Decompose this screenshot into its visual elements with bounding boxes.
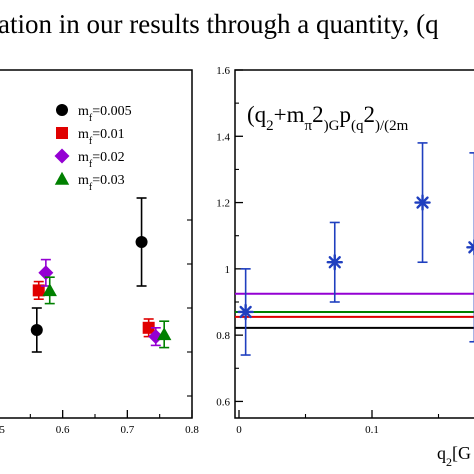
right-data-point [237,303,254,321]
left-data-point [156,327,172,341]
right-y-tick-label: 0.8 [216,330,230,342]
left-x-tick-label: 0.8 [185,424,199,436]
left-x-tick-label: 0.5 [0,424,5,436]
left-data-point [42,283,57,297]
legend-label: mf=0.03 [78,173,125,193]
left-data-point [142,321,155,334]
left-legend: mf=0.005 mf=0.01 mf=0.02 mf=0.03 [54,104,132,193]
legend-marker [56,104,68,116]
right-y-tick-label: 1.6 [216,65,230,77]
legend-marker [54,148,70,164]
left-chart-frame [0,69,193,419]
right-chart-frame [234,69,474,419]
left-data-point [38,265,54,281]
left-data-point [30,324,43,336]
right-y-tick-label: 1.2 [216,198,230,210]
left-data-point [32,284,45,297]
right-data-point [466,239,474,256]
left-data-point [148,329,164,345]
caption-text: ation in our results through a quantity,… [0,9,439,39]
legend-label: mf=0.01 [78,127,125,147]
right-y-tick-label: 1.4 [216,131,230,143]
right-chart: 00.10.20.30.60.811.21.41.6 (q2+mπ2)Gp(q2… [216,65,474,469]
right-x-tick-label: 0.1 [365,424,379,436]
legend-label: mf=0.02 [78,150,125,170]
left-chart: 0.50.60.70.8 mf=0.005mf=0.01mf=0.02mf=0.… [0,69,199,436]
right-data-point [326,254,343,271]
left-x-tick-label: 0.7 [120,424,134,436]
left-data-point [135,236,148,248]
right-y-tick-label: 1 [225,264,231,276]
legend-marker [56,127,68,139]
right-y-tick-label: 0.6 [216,396,230,408]
legend-marker [54,171,70,185]
right-x-tick-label: 0 [236,424,242,436]
legend-label: mf=0.005 [78,104,132,124]
left-x-tick-label: 0.6 [56,424,70,436]
formula-label: (q2+mπ2)Gp(q2)/(2m [247,102,409,134]
right-error-bar [469,152,474,343]
right-data-point [414,194,431,211]
x-axis-label: q2[G [437,443,471,469]
